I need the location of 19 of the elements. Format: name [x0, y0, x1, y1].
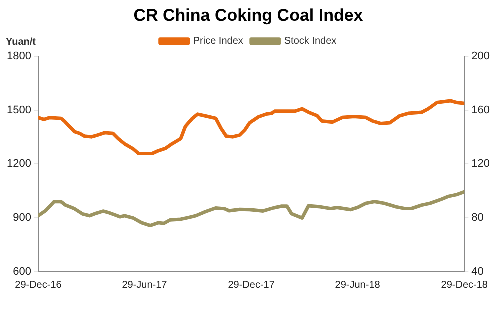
y-tick-label: 1500	[6, 104, 32, 116]
y-tick-label: 1200	[6, 158, 32, 170]
legend-label: Stock Index	[284, 36, 337, 48]
y2-tick-label: 40	[472, 266, 484, 278]
y-tick-label: 1800	[6, 50, 32, 62]
y-tick-label: 900	[13, 212, 32, 224]
x-tick-label: 29-Dec-17	[228, 280, 276, 291]
y2-tick-label: 160	[472, 104, 490, 116]
x-tick-label: 29-Jun-18	[335, 280, 381, 291]
y-tick-label: 600	[13, 266, 32, 278]
y2-tick-label: 120	[472, 158, 490, 170]
chart-title: CR China Coking Coal Index	[134, 6, 364, 25]
x-tick-label: 29-Dec-16	[15, 280, 62, 291]
y2-tick-label: 200	[472, 50, 490, 62]
x-tick-label: 29-Dec-18	[441, 280, 488, 291]
x-tick-label: 29-Jun-17	[122, 280, 168, 291]
y-axis-title: Yuan/t	[6, 37, 37, 48]
y2-tick-label: 80	[472, 212, 484, 224]
legend-label: Price Index	[193, 36, 244, 48]
